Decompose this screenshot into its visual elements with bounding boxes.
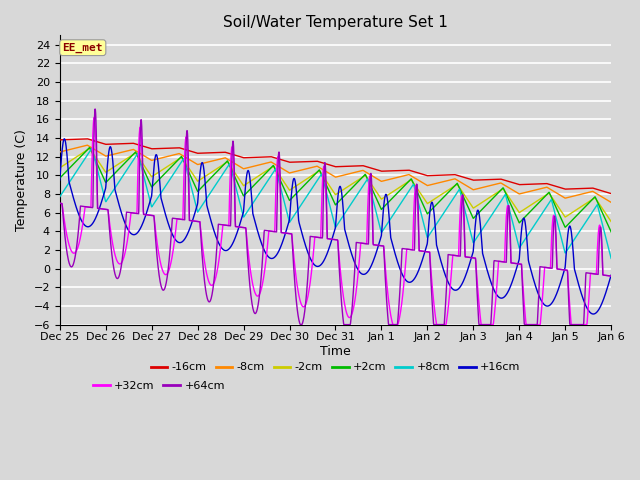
Title: Soil/Water Temperature Set 1: Soil/Water Temperature Set 1 (223, 15, 448, 30)
X-axis label: Time: Time (320, 345, 351, 358)
Legend: +32cm, +64cm: +32cm, +64cm (88, 377, 230, 396)
Text: EE_met: EE_met (63, 43, 103, 53)
Y-axis label: Temperature (C): Temperature (C) (15, 129, 28, 231)
